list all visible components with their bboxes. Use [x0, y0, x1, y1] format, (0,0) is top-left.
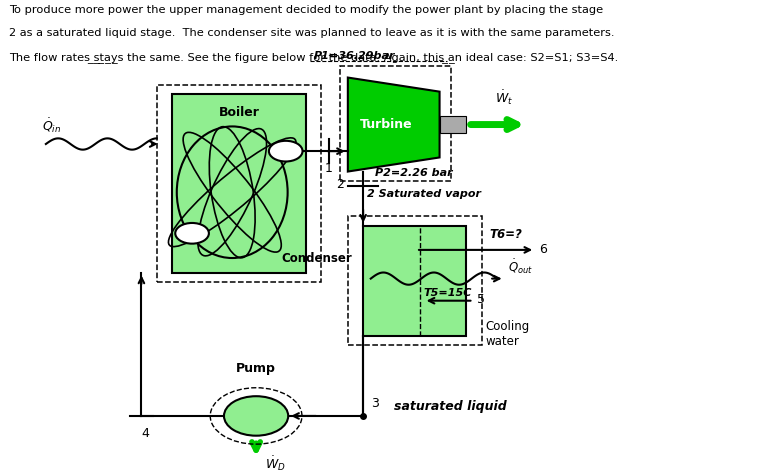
Text: 4: 4 [142, 427, 149, 440]
Text: 1: 1 [324, 162, 333, 175]
Text: 2 Saturated vapor: 2 Saturated vapor [367, 189, 481, 200]
Text: Pump: Pump [237, 362, 276, 375]
Circle shape [269, 141, 303, 161]
Circle shape [224, 396, 288, 436]
Text: Turbine: Turbine [359, 118, 412, 131]
Circle shape [175, 223, 209, 244]
Text: 6: 6 [539, 244, 547, 256]
Text: 2: 2 [336, 178, 344, 191]
Text: $\dot{W}_t$: $\dot{W}_t$ [496, 89, 513, 107]
Polygon shape [363, 226, 466, 336]
Text: Boiler: Boiler [219, 106, 259, 119]
Bar [440, 116, 466, 133]
Text: 3: 3 [371, 397, 379, 411]
Text: To produce more power the upper management decided to modify the power plant by : To produce more power the upper manageme… [9, 5, 603, 15]
Text: $\dot{Q}_{out}$: $\dot{Q}_{out}$ [508, 257, 534, 276]
Polygon shape [172, 94, 306, 272]
Text: P1=36.29bar: P1=36.29bar [314, 51, 395, 61]
Text: saturated liquid: saturated liquid [394, 400, 506, 413]
Text: 2 as a saturated liquid stage.  The condenser site was planned to leave as it is: 2 as a saturated liquid stage. The conde… [9, 28, 615, 38]
Text: Cooling
water: Cooling water [485, 319, 530, 348]
Text: Condenser: Condenser [281, 252, 352, 265]
Polygon shape [348, 78, 440, 172]
Text: 5: 5 [477, 293, 485, 306]
Text: T6=?: T6=? [489, 228, 522, 241]
Text: P2=2.26 bar: P2=2.26 bar [374, 168, 452, 178]
Text: T5=15C: T5=15C [424, 288, 472, 298]
Text: $\dot{Q}_{in}$: $\dot{Q}_{in}$ [42, 116, 61, 135]
Text: $\dot{W}_D$: $\dot{W}_D$ [265, 454, 286, 473]
Text: The flow rates ̲s̲t̲a̲y̲s the same. See the figure below for the data. Again, th: The flow rates ̲s̲t̲a̲y̲s the same. See … [9, 52, 619, 62]
